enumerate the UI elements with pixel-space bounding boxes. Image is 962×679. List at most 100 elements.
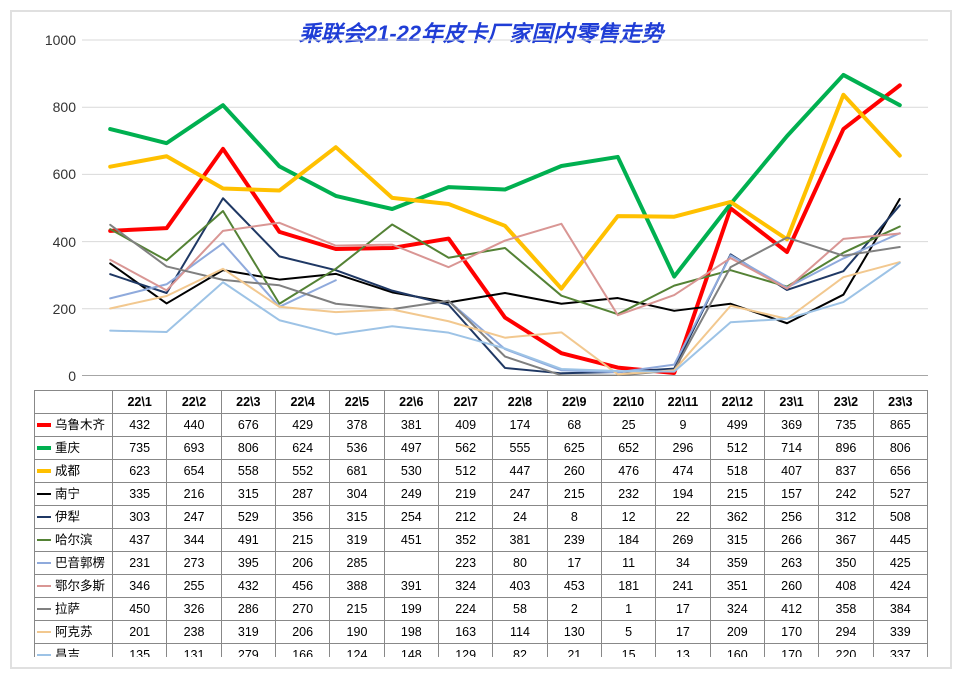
table-cell: 324 [710,598,764,621]
table-cell: 263 [764,552,818,575]
table-cell: 170 [764,621,818,644]
y-tick-label: 1000 [45,32,76,48]
table-cell: 25 [601,414,655,437]
table-cell: 231 [113,552,167,575]
table-cell: 335 [113,483,167,506]
table-cell: 447 [493,460,547,483]
table-cell: 232 [601,483,655,506]
table-cell: 17 [547,552,601,575]
table-cell: 424 [873,575,927,598]
table-cell: 456 [275,575,329,598]
table-cell: 896 [819,437,873,460]
table-cell: 527 [873,483,927,506]
table-cell: 181 [601,575,655,598]
legend-swatch [37,654,51,656]
table-cell: 315 [710,529,764,552]
table-row: 乌鲁木齐432440676429378381409174682594993697… [35,414,928,437]
series-name: 南宁 [55,487,80,501]
table-cell: 425 [873,552,927,575]
table-col-header: 22\12 [710,391,764,414]
table-col-header: 22\10 [601,391,655,414]
table-cell: 429 [275,414,329,437]
table-cell: 2 [547,598,601,621]
table-cell: 536 [330,437,384,460]
table-cell: 260 [547,460,601,483]
table-cell: 358 [819,598,873,621]
series-line [110,95,900,289]
table-cell: 17 [656,621,710,644]
table-cell: 260 [764,575,818,598]
table-cell: 714 [764,437,818,460]
table-cell: 1 [601,598,655,621]
table-cell: 160 [710,644,764,658]
plot-area-wrap [82,18,928,376]
series-name: 成都 [55,464,80,478]
table-cell: 367 [819,529,873,552]
table-cell: 409 [438,414,492,437]
table-cell: 273 [167,552,221,575]
table-cell: 676 [221,414,275,437]
table-col-header: 22\7 [438,391,492,414]
table-col-header: 23\3 [873,391,927,414]
table-cell: 654 [167,460,221,483]
table-cell: 432 [221,575,275,598]
chart-panel: 乘联会21-22年皮卡厂家国内零售走势 02004006008001000 22… [10,10,952,669]
table-cell: 351 [710,575,764,598]
legend-swatch [37,631,51,633]
table-cell: 21 [547,644,601,658]
table-cell: 296 [656,437,710,460]
table-cell: 497 [384,437,438,460]
line-plot [82,18,928,376]
table-cell: 326 [167,598,221,621]
table-corner-cell [35,391,113,414]
table-cell: 362 [710,506,764,529]
table-cell: 254 [384,506,438,529]
table-cell: 224 [438,598,492,621]
table-cell: 294 [819,621,873,644]
table-col-header: 22\3 [221,391,275,414]
table-cell: 315 [221,483,275,506]
table-row: 成都62365455855268153051244726047647451840… [35,460,928,483]
table-cell: 82 [493,644,547,658]
table-cell: 114 [493,621,547,644]
table-cell: 356 [275,506,329,529]
legend-swatch [37,469,51,473]
table-cell: 247 [493,483,547,506]
table-cell: 166 [275,644,329,658]
series-line [110,199,900,323]
table-cell: 270 [275,598,329,621]
table-cell: 269 [656,529,710,552]
table-cell: 215 [275,529,329,552]
table-cell: 199 [384,598,438,621]
table-cell: 508 [873,506,927,529]
y-axis-labels: 02004006008001000 [12,18,82,376]
table-row: 巴音郭楞231273395206285223801711343592633504… [35,552,928,575]
table-cell: 212 [438,506,492,529]
table-cell: 412 [764,598,818,621]
table-row-header: 成都 [35,460,113,483]
y-tick-label: 0 [68,368,76,384]
table-cell: 129 [438,644,492,658]
table-cell: 223 [438,552,492,575]
table-cell: 432 [113,414,167,437]
table-row-header: 拉萨 [35,598,113,621]
table-cell: 194 [656,483,710,506]
legend-swatch [37,585,51,587]
table-cell: 239 [547,529,601,552]
legend-swatch [37,608,51,610]
table-cell: 285 [330,552,384,575]
table-cell: 17 [656,598,710,621]
table-row-header: 重庆 [35,437,113,460]
table-cell: 287 [275,483,329,506]
table-cell: 562 [438,437,492,460]
table-cell: 391 [384,575,438,598]
table-cell: 806 [873,437,927,460]
y-tick-label: 800 [53,99,76,115]
table-col-header: 22\6 [384,391,438,414]
legend-swatch [37,446,51,450]
table-cell: 806 [221,437,275,460]
table-cell: 344 [167,529,221,552]
table-cell: 22 [656,506,710,529]
table-cell: 652 [601,437,655,460]
table-cell: 529 [221,506,275,529]
